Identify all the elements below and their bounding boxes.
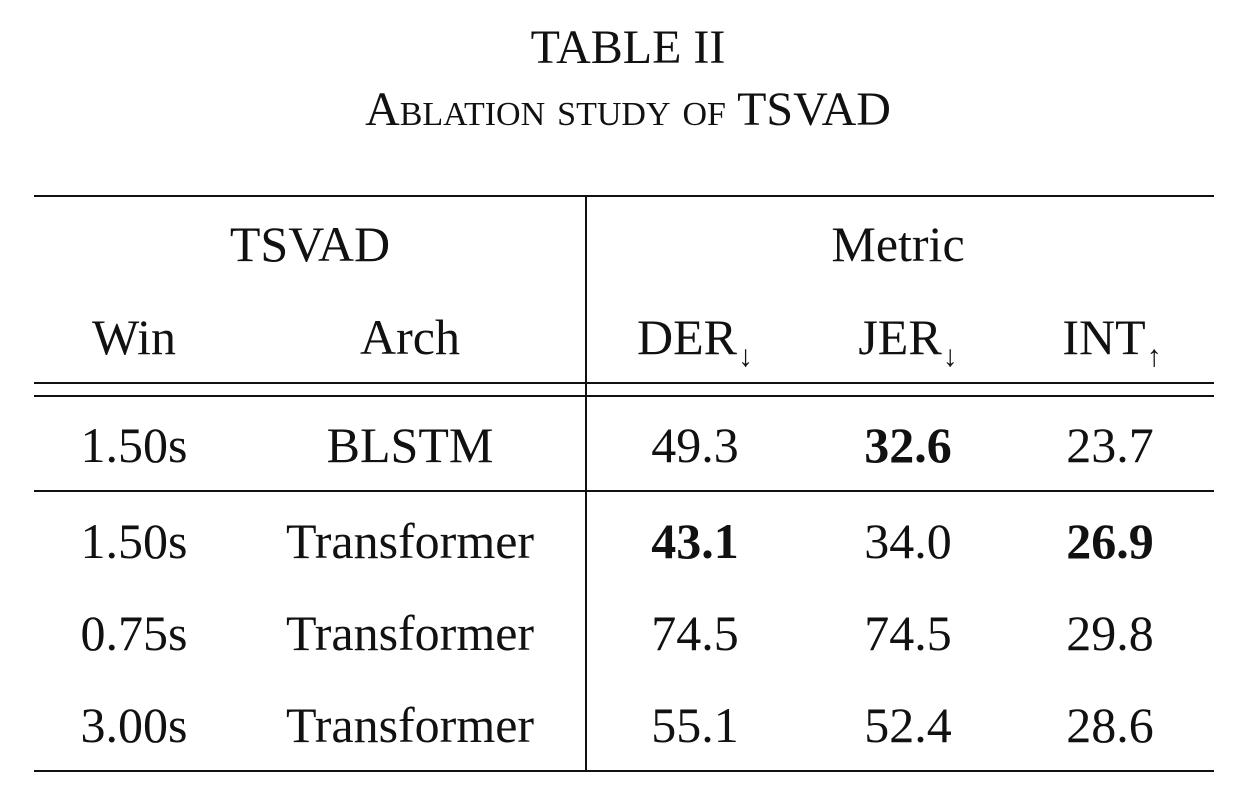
column-header-label: DER (637, 309, 737, 365)
row-1-arch: BLSTM (326, 417, 494, 473)
row-4-jer: 52.4 (864, 697, 952, 753)
bottom-rule (34, 770, 1214, 772)
top-rule (34, 195, 1214, 197)
row-3-jer: 74.5 (864, 605, 952, 661)
column-header-label: INT (1062, 309, 1146, 365)
row-1-jer: 32.6 (864, 417, 952, 473)
row-1-win: 1.50s (80, 417, 188, 473)
row-3-win: 0.75s (80, 605, 188, 661)
row-2-jer: 34.0 (864, 513, 952, 569)
group-header-metric: Metric (831, 216, 965, 272)
higher-is-better-arrow-icon: ↑ (1146, 340, 1162, 373)
header-double-rule-upper (34, 382, 1214, 384)
column-header-label: JER (858, 309, 942, 365)
row-2-arch: Transformer (285, 513, 535, 569)
row-4-win: 3.00s (80, 697, 188, 753)
row-2-win: 1.50s (80, 513, 188, 569)
column-header-int: INT↑ (1062, 307, 1161, 375)
column-divider (585, 197, 587, 770)
row-3-der: 74.5 (651, 605, 739, 661)
row-2-der: 43.1 (651, 513, 739, 569)
row-2-int: 26.9 (1066, 513, 1154, 569)
row-1-int: 23.7 (1066, 417, 1154, 473)
row-3-arch: Transformer (285, 605, 535, 661)
table-title: Ablation study of TSVAD (365, 83, 891, 136)
lower-is-better-arrow-icon: ↓ (942, 340, 958, 373)
header-double-rule-lower (34, 395, 1214, 397)
row-1-der: 49.3 (651, 417, 739, 473)
column-header-label: Win (91, 309, 177, 365)
column-header-win: Win (92, 307, 176, 367)
group-header-tsvad: TSVAD (229, 216, 391, 272)
column-header-arch: Arch (360, 307, 460, 367)
column-header-jer: JER↓ (858, 307, 957, 375)
row-4-der: 55.1 (651, 697, 739, 753)
group-separator-rule (34, 490, 1214, 492)
row-4-arch: Transformer (285, 697, 535, 753)
table-label: TABLE II (530, 21, 726, 74)
row-4-int: 28.6 (1066, 697, 1154, 753)
row-3-int: 29.8 (1066, 605, 1154, 661)
column-header-der: DER↓ (637, 307, 753, 375)
column-header-label: Arch (360, 309, 460, 365)
lower-is-better-arrow-icon: ↓ (738, 340, 753, 373)
